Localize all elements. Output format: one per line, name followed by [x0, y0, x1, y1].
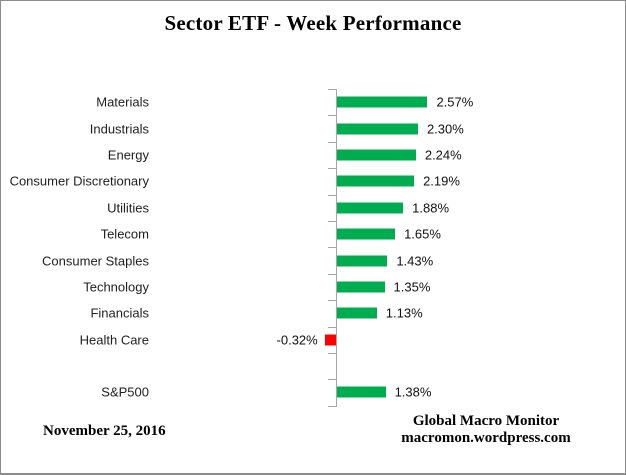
category-label: Financials	[90, 305, 149, 321]
category-label: Telecom	[100, 226, 149, 242]
positive-bar	[337, 123, 418, 135]
axis-tick	[328, 168, 337, 170]
axis-tick	[328, 247, 337, 249]
axis-tick	[328, 379, 337, 381]
positive-bar	[337, 255, 388, 267]
chart-row: Health Care -0.32%	[1, 327, 625, 353]
positive-bar	[337, 386, 386, 398]
positive-bar	[337, 307, 377, 319]
value-label: 1.38%	[394, 384, 432, 400]
value-label: 1.88%	[412, 200, 450, 216]
axis-tick	[328, 194, 337, 196]
chart-rows: Materials 2.57% Industrials 2.30% Energy 2.24…	[1, 89, 625, 406]
chart-row: Materials 2.57%	[1, 89, 625, 115]
chart-row	[1, 353, 625, 379]
category-label: Health Care	[79, 332, 149, 348]
positive-bar	[337, 228, 396, 240]
axis-tick	[328, 405, 337, 407]
category-label: Energy	[107, 147, 149, 163]
category-label: Utilities	[107, 200, 149, 216]
chart-row: Energy 2.24%	[1, 142, 625, 168]
category-label: Industrials	[89, 121, 149, 137]
category-label: Technology	[83, 279, 149, 295]
value-label: 2.19%	[423, 173, 460, 189]
category-label: Materials	[96, 94, 149, 110]
value-label: 2.30%	[426, 121, 464, 137]
value-label: 1.65%	[404, 226, 441, 242]
source-attribution: Global Macro Monitor macromon.wordpress.…	[353, 413, 619, 447]
axis-tick	[328, 273, 337, 275]
value-label: 1.13%	[385, 305, 423, 321]
positive-bar	[337, 149, 416, 161]
category-label: Consumer Staples	[42, 253, 149, 269]
value-label: -0.32%	[276, 332, 318, 348]
date-label: November 25, 2016	[43, 423, 166, 439]
chart-row: S&P500 1.38%	[1, 379, 625, 405]
chart-row: Telecom 1.65%	[1, 221, 625, 247]
value-label: 1.43%	[396, 253, 434, 269]
axis-tick	[328, 141, 337, 143]
axis-tick	[328, 115, 337, 117]
chart-row: Industrials 2.30%	[1, 115, 625, 141]
chart-row: Consumer Discretionary 2.19%	[1, 168, 625, 194]
positive-bar	[337, 281, 385, 293]
source-name: Global Macro Monitor	[412, 413, 560, 429]
axis-tick	[328, 89, 337, 90]
category-label: S&P500	[101, 384, 149, 400]
value-label: 1.35%	[393, 279, 431, 295]
chart-row: Financials 1.13%	[1, 300, 625, 326]
chart-row: Technology 1.35%	[1, 274, 625, 300]
chart-row: Consumer Staples 1.43%	[1, 247, 625, 273]
chart-row: Utilities 1.88%	[1, 195, 625, 221]
chart-title: Sector ETF - Week Performance	[164, 11, 462, 35]
axis-tick	[328, 353, 337, 354]
axis-tick	[328, 326, 337, 328]
value-label: 2.57%	[436, 94, 474, 110]
source-url: macromon.wordpress.com	[401, 430, 571, 446]
negative-bar	[324, 334, 336, 346]
positive-bar	[337, 202, 404, 214]
axis-tick	[328, 300, 337, 302]
positive-bar	[337, 96, 428, 108]
value-label: 2.24%	[424, 147, 462, 163]
axis-tick	[328, 221, 337, 222]
positive-bar	[337, 175, 415, 187]
category-label: Consumer Discretionary	[9, 173, 149, 189]
